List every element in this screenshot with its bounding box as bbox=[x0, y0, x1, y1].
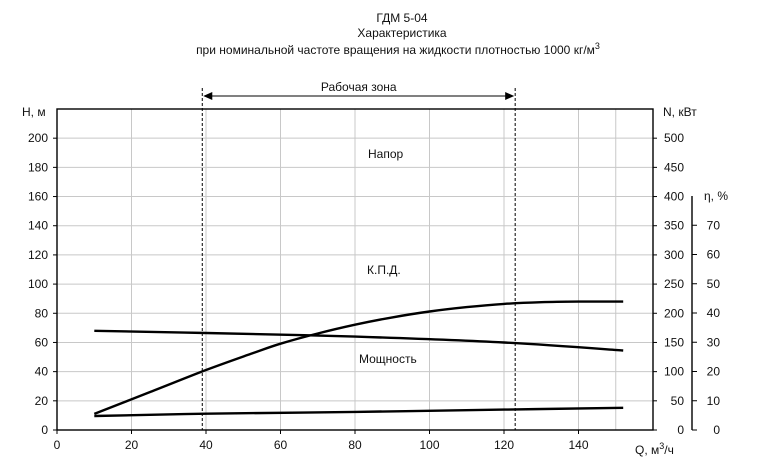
x-tick-label: 20 bbox=[125, 438, 139, 452]
chart-title-line-1: ГДМ 5-04 bbox=[376, 11, 427, 25]
right-tick-label: 300 bbox=[664, 248, 684, 262]
x-tick-label: 40 bbox=[199, 438, 213, 452]
x-tick-label: 60 bbox=[274, 438, 288, 452]
x-tick-label: 120 bbox=[494, 438, 514, 452]
left-tick-label: 0 bbox=[41, 423, 48, 437]
left-tick-label: 60 bbox=[35, 335, 49, 349]
power-curve bbox=[94, 406, 624, 418]
x-tick-label: 80 bbox=[348, 438, 362, 452]
left-tick-label: 40 bbox=[35, 365, 49, 379]
x-tick-label: 140 bbox=[568, 438, 588, 452]
head-curve bbox=[94, 329, 624, 352]
eta-tick-label: 40 bbox=[707, 306, 721, 320]
right-tick-label: 0 bbox=[677, 423, 684, 437]
axis-ticks: 0 20 40 60 80 100 120 1400204060801001201401601… bbox=[28, 131, 720, 452]
x-axis-label: Q, м3/ч bbox=[635, 441, 674, 457]
right-tick-label: 150 bbox=[664, 335, 684, 349]
left-tick-label: 160 bbox=[28, 190, 48, 204]
eta-tick-label: 20 bbox=[707, 365, 721, 379]
right-tick-label: 450 bbox=[664, 160, 684, 174]
y-axis-label-eta: η, % bbox=[704, 189, 728, 203]
right-tick-label: 500 bbox=[664, 131, 684, 145]
eta-tick-label: 30 bbox=[707, 335, 721, 349]
eta-tick-label: 50 bbox=[707, 277, 721, 291]
eta-tick-label: 0 bbox=[713, 423, 720, 437]
eta-tick-label: 10 bbox=[707, 394, 721, 408]
grid-lines bbox=[57, 109, 653, 430]
working-zone-arrowhead-right bbox=[505, 92, 515, 100]
left-tick-label: 80 bbox=[35, 306, 49, 320]
x-tick-label: 0 bbox=[54, 438, 61, 452]
eta-tick-label: 60 bbox=[707, 248, 721, 262]
right-tick-label: 50 bbox=[671, 394, 685, 408]
right-tick-label: 100 bbox=[664, 365, 684, 379]
right-tick-label: 200 bbox=[664, 306, 684, 320]
y-axis-label-left: Н, м bbox=[22, 105, 46, 119]
left-tick-label: 20 bbox=[35, 394, 49, 408]
working-zone: Рабочая зона bbox=[201, 80, 516, 430]
left-tick-label: 120 bbox=[28, 248, 48, 262]
x-tick-label: 100 bbox=[419, 438, 439, 452]
working-zone-label: Рабочая зона bbox=[321, 80, 397, 94]
label-napor: Напор bbox=[368, 147, 404, 161]
label-kpd: К.П.Д. bbox=[367, 263, 401, 277]
curves bbox=[93, 300, 624, 418]
right-tick-label: 250 bbox=[664, 277, 684, 291]
working-zone-arrowhead-left bbox=[203, 92, 213, 100]
efficiency-curve bbox=[93, 300, 624, 416]
plot-frame bbox=[56, 108, 654, 431]
chart-title-line-2: Характеристика bbox=[357, 26, 447, 40]
left-tick-label: 140 bbox=[28, 219, 48, 233]
y-axis-label-right: N, кВт bbox=[663, 105, 697, 119]
eta-tick-label: 70 bbox=[707, 218, 721, 232]
left-tick-label: 180 bbox=[28, 160, 48, 174]
chart-title-line-3: при номинальной частоте вращения на жидк… bbox=[196, 41, 600, 57]
left-tick-label: 200 bbox=[28, 131, 48, 145]
label-moshchnost: Мощность bbox=[359, 352, 417, 366]
right-tick-label: 350 bbox=[664, 219, 684, 233]
right-tick-label: 400 bbox=[664, 190, 684, 204]
left-tick-label: 100 bbox=[28, 277, 48, 291]
